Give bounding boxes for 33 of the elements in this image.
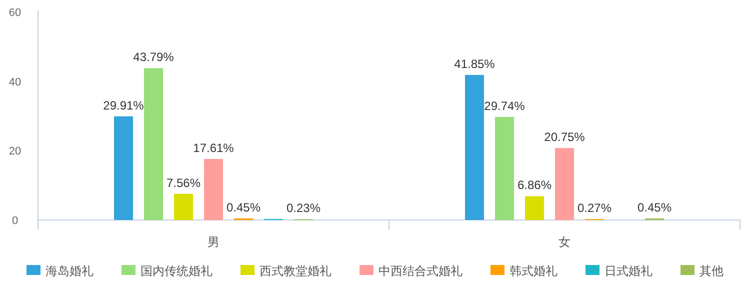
bar <box>204 158 223 220</box>
data-label: 0.27% <box>577 201 612 216</box>
y-tick-label: 0 <box>12 215 18 227</box>
legend-label: 韩式婚礼 <box>510 264 558 278</box>
data-label: 41.85% <box>454 56 496 71</box>
data-label: 17.61% <box>193 140 234 155</box>
data-label: 29.91% <box>103 98 144 112</box>
bar <box>114 116 133 220</box>
data-label: 0.45% <box>226 200 261 214</box>
legend-label: 西式教堂婚礼 <box>260 264 332 278</box>
data-label: 7.56% <box>166 176 201 190</box>
x-tick-label: 男 <box>208 235 220 249</box>
x-tick-label: 女 <box>558 235 570 249</box>
legend-label: 日式婚礼 <box>604 264 652 278</box>
bar <box>174 194 193 220</box>
bar <box>555 148 574 220</box>
data-label: 0.23% <box>286 201 321 216</box>
bar <box>144 68 163 220</box>
legend-label: 中西结合式婚礼 <box>378 264 462 278</box>
legend-label: 海岛婚礼 <box>46 264 94 278</box>
y-tick-label: 60 <box>8 7 22 19</box>
bar <box>495 116 514 220</box>
data-label: 6.86% <box>517 178 552 192</box>
y-tick-label: 20 <box>8 146 22 158</box>
data-label: 43.79% <box>133 50 174 64</box>
legend-label: 国内传统婚礼 <box>140 264 212 278</box>
y-tick-label: 40 <box>8 76 22 88</box>
legend-label: 其他 <box>700 264 724 278</box>
data-label: 0.45% <box>637 200 672 214</box>
data-label: 29.74% <box>484 98 526 113</box>
bar <box>465 74 484 220</box>
bar <box>525 196 544 220</box>
data-label: 20.75% <box>544 130 586 144</box>
